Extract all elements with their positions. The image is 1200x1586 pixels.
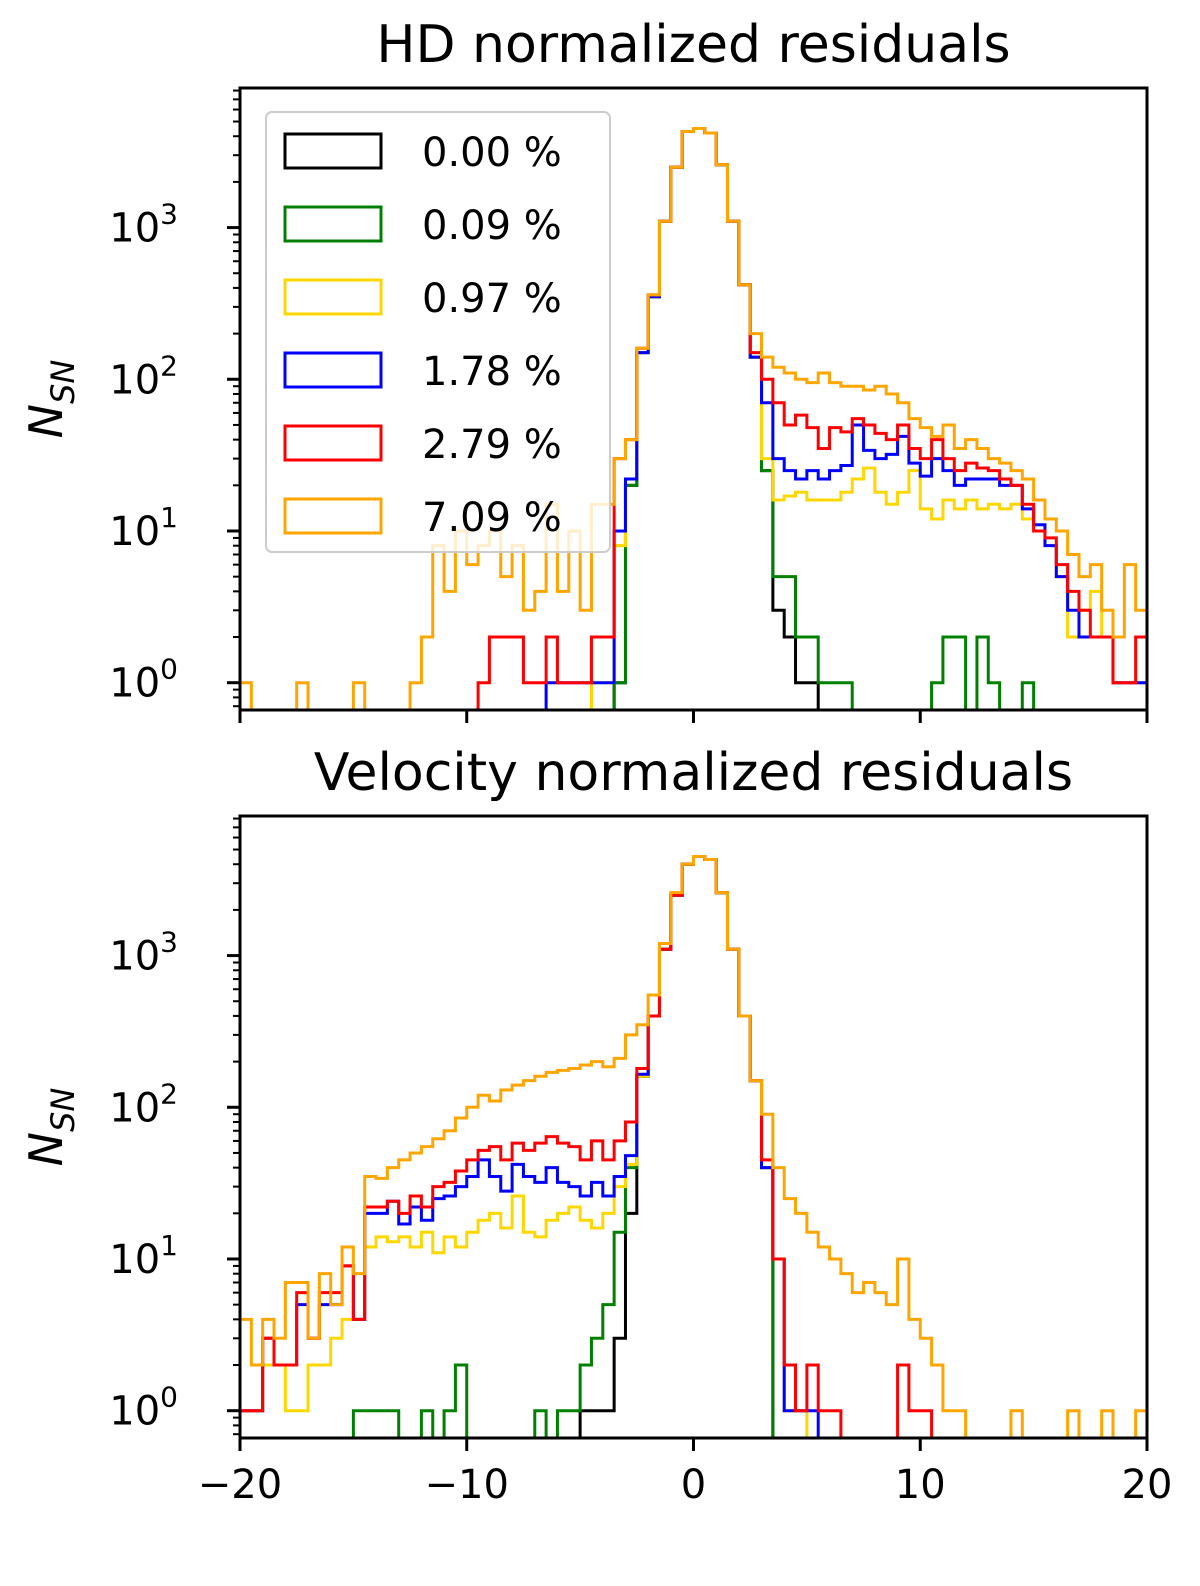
y-tick-label: 101 (109, 1229, 178, 1283)
x-tick-label: 20 (1122, 1462, 1173, 1508)
x-tick-label: 10 (895, 1462, 946, 1508)
y-tick-label: 103 (109, 926, 178, 980)
y-tick-label: 103 (109, 198, 178, 252)
legend-box (265, 111, 611, 553)
legend-label: 0.00 % (422, 130, 562, 176)
x-tick-label: 0 (681, 1462, 706, 1508)
y-tick-label: 102 (109, 349, 178, 403)
series-5-step (240, 854, 1147, 1438)
series-5-step (240, 126, 1147, 710)
x-tick-label: −20 (198, 1462, 282, 1508)
series-group (240, 854, 1147, 1438)
series-0-step (612, 126, 832, 710)
chart-title: Velocity normalized residuals (314, 743, 1073, 803)
y-axis-label: NSN (19, 360, 82, 439)
series-1-step (612, 126, 1047, 710)
y-tick-label: 100 (109, 1381, 178, 1435)
series-0-step (578, 854, 786, 1438)
series-1-step (351, 854, 786, 1438)
series-4-step (476, 126, 1147, 710)
legend-label: 7.09 % (422, 495, 562, 541)
legend-swatch (283, 278, 383, 316)
legend-swatch (283, 424, 383, 462)
panel-2: Velocity normalized residuals −20 −10 0 10 20… (19, 743, 1172, 1508)
series-2-step (589, 126, 1147, 710)
y-tick-label: 101 (109, 501, 178, 555)
chart-title: HD normalized residuals (376, 15, 1010, 75)
legend-swatch (283, 132, 383, 170)
y-tick-label: 102 (109, 1077, 178, 1131)
panels: HD normalized residuals100101102103NSN0.… (19, 15, 1172, 1508)
legend-label: 0.09 % (422, 203, 562, 249)
legend-swatch (283, 351, 383, 389)
legend: 0.00 % 0.09 % 0.97 % 1.78 % 2.79 % 7.09 % (265, 111, 611, 553)
panel-1: HD normalized residuals 100 101 102 103 NSN 0.… (19, 15, 1149, 723)
legend-label: 0.97 % (422, 276, 562, 322)
series-group (240, 126, 1147, 710)
axes-frame (238, 814, 1149, 1440)
x-tick-label: −10 (425, 1462, 509, 1508)
legend-swatch (283, 497, 383, 535)
legend-label: 2.79 % (422, 422, 562, 468)
legend-label: 1.78 % (422, 349, 562, 395)
y-tick-label: 100 (109, 653, 178, 707)
legend-swatch (283, 205, 383, 243)
y-axis-label: NSN (19, 1088, 82, 1167)
